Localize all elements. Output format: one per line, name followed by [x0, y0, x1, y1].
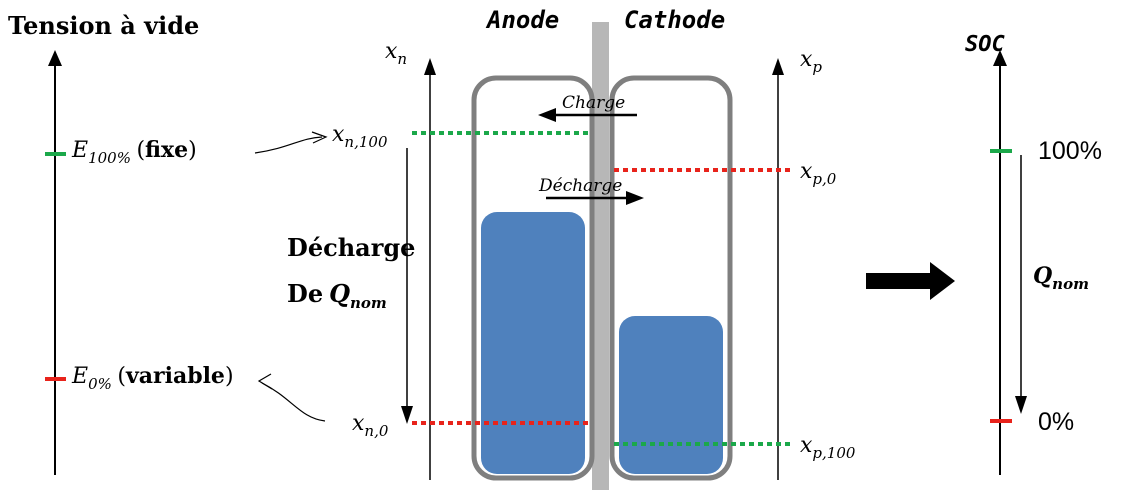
xn-symbol: x — [385, 39, 398, 64]
xp-symbol: x — [800, 47, 813, 72]
x-p0-subscript: p,0 — [812, 170, 837, 188]
e100-subscript: 100% — [88, 149, 131, 167]
voltage-axis-arrowhead — [48, 50, 62, 66]
decharge-q-sub: nom — [350, 294, 387, 312]
e100-label: E100% (fixe) — [72, 139, 197, 166]
x-n0-label: xn,0 — [352, 412, 388, 439]
e100-curved-arrow — [254, 136, 323, 154]
decharge-label: Décharge — [539, 176, 623, 196]
soc-discharge-arrowhead — [1015, 396, 1027, 414]
e0-subscript: 0% — [88, 375, 112, 393]
soc-q: Q — [1033, 263, 1053, 289]
anode-axis-label: xn — [385, 40, 407, 67]
block-arrow — [866, 262, 955, 300]
soc-100-label: 100% — [1038, 137, 1102, 165]
voltage-axis-title: Tension à vide — [8, 11, 200, 40]
soc-q-sub: nom — [1052, 275, 1089, 293]
x-n100-symbol: x — [332, 122, 345, 147]
anode-fill — [481, 212, 585, 474]
cathode-axis-arrowhead — [772, 58, 784, 75]
e100-symbol: E — [72, 138, 89, 163]
anode-discharge-arrowhead — [401, 406, 413, 424]
charge-arrowhead — [538, 108, 556, 122]
x-n0-symbol: x — [352, 411, 365, 436]
x-p100-symbol: x — [800, 433, 813, 458]
cathode-container — [609, 75, 733, 481]
soc-title: SOC — [965, 32, 1005, 57]
soc-0-label: 0% — [1038, 408, 1075, 436]
e100-note: fixe — [145, 137, 189, 163]
e100-curved-arrow-head — [311, 131, 328, 144]
anode-label: Anode — [487, 6, 560, 34]
soc-qnom-label: Qnom — [1033, 265, 1089, 292]
e0-note: variable — [125, 363, 225, 389]
e0-note-open: ( — [117, 364, 126, 389]
xn-subscript: n — [397, 50, 408, 68]
xp-subscript: p — [812, 58, 823, 76]
decharge-text-line2: De Qnom — [287, 282, 387, 311]
x-p0-label: xp,0 — [800, 160, 836, 187]
cathode-label: Cathode — [624, 6, 726, 34]
soc-axis-arrowhead — [993, 50, 1007, 66]
separator — [592, 22, 609, 490]
e0-curved-arrow-head — [257, 373, 273, 390]
decharge-arrowhead — [626, 191, 644, 205]
e0-symbol: E — [72, 364, 89, 389]
x-p100-label: xp,100 — [800, 434, 855, 461]
decharge-de: De — [287, 279, 324, 308]
e100-note-close: ) — [188, 138, 197, 163]
x-n0-subscript: n,0 — [364, 422, 389, 440]
e0-label: E0% (variable) — [72, 365, 234, 392]
e100-note-open: ( — [136, 138, 146, 163]
cathode-axis-label: xp — [800, 48, 822, 75]
x-n100-label: xn,100 — [332, 123, 387, 150]
anode-container — [471, 75, 595, 481]
decharge-text-line1: Décharge — [287, 233, 416, 262]
charge-label: Charge — [562, 93, 626, 113]
e0-note-close: ) — [224, 364, 234, 389]
decharge-q: Q — [329, 279, 350, 308]
anode-axis-arrowhead — [424, 58, 436, 75]
cathode-fill — [619, 316, 723, 474]
x-p100-subscript: p,100 — [812, 444, 856, 462]
x-p0-symbol: x — [800, 159, 813, 184]
x-n100-subscript: n,100 — [344, 133, 388, 151]
